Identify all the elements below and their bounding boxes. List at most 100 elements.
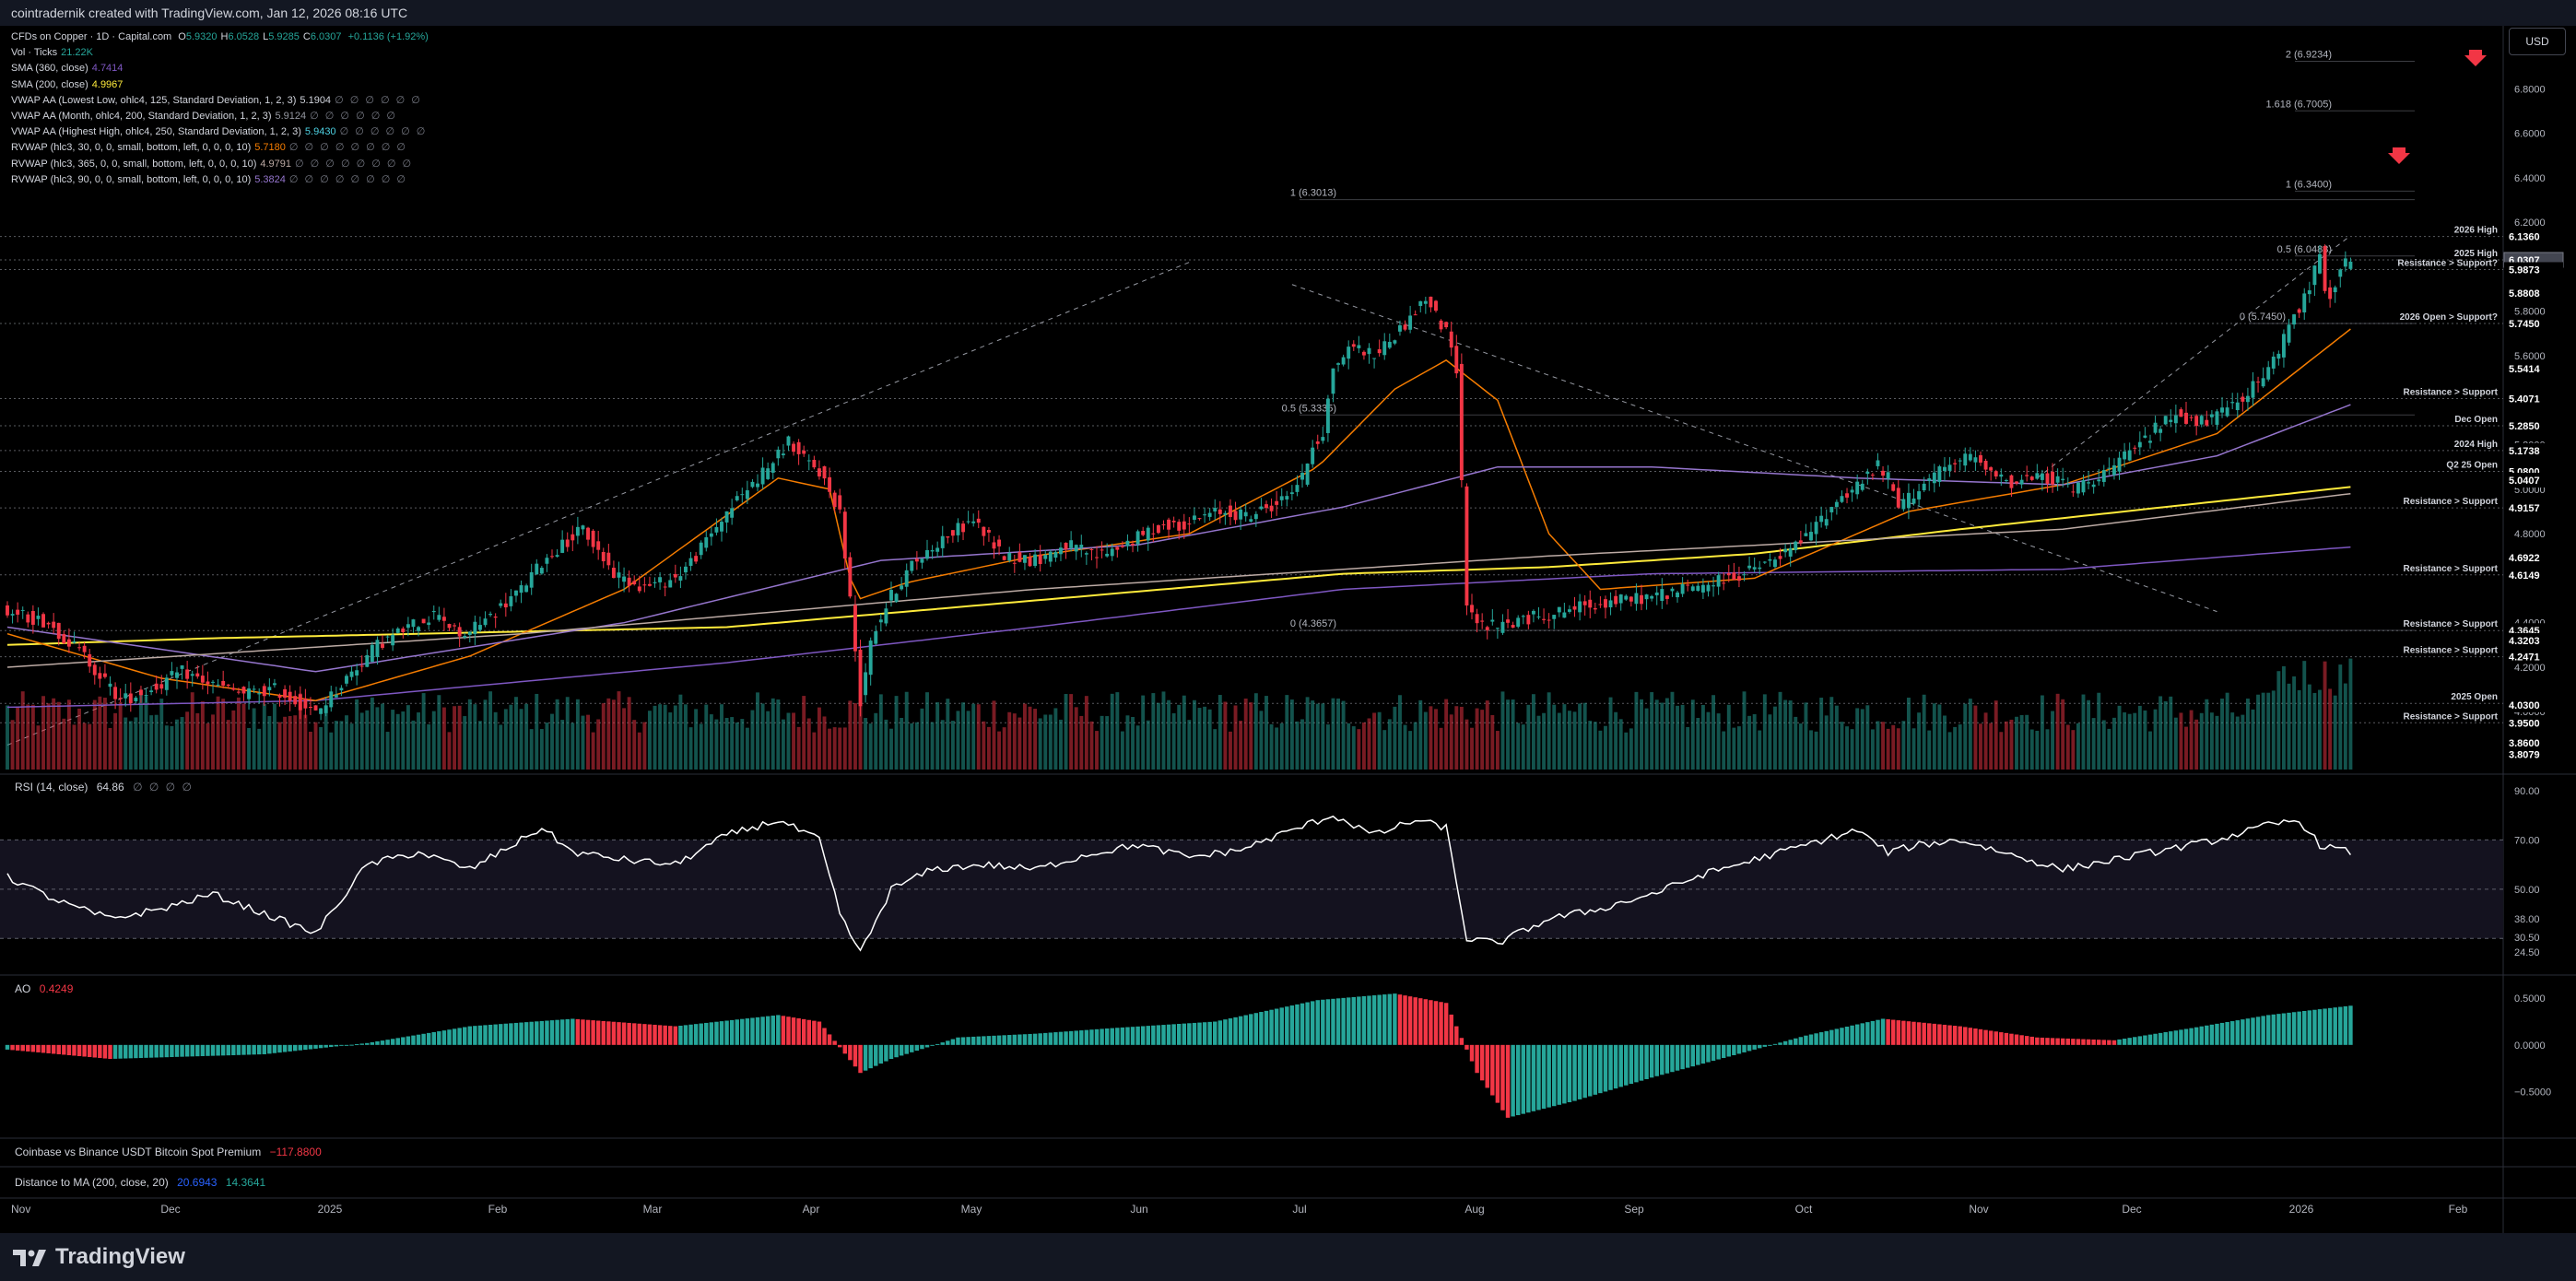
candle-body — [124, 693, 128, 699]
ao-bar — [2055, 1038, 2060, 1045]
candle-body — [1700, 584, 1705, 593]
volume-bar — [1906, 698, 1911, 770]
candle-body — [1840, 496, 1844, 502]
ao-bar — [2024, 1036, 2029, 1045]
tradingview-logo[interactable]: TradingView — [11, 1244, 185, 1270]
indicator-row[interactable]: VWAP AA (Lowest Low, ohlc4, 125, Standar… — [11, 93, 429, 109]
ao-bar — [1387, 993, 1393, 1045]
volume-bar — [1454, 706, 1459, 770]
candle-body — [1640, 594, 1643, 605]
indicator-row[interactable]: RVWAP (hlc3, 90, 0, 0, small, bottom, le… — [11, 172, 429, 188]
ao-bar — [2229, 1021, 2235, 1045]
candle-body — [935, 547, 940, 552]
candle-body — [1357, 345, 1361, 348]
ao-bar — [1053, 1032, 1058, 1045]
candle-body — [642, 584, 647, 586]
indicator-value: 5.9430 — [304, 126, 336, 138]
candle-body — [1305, 463, 1310, 485]
volume-bar — [1239, 721, 1243, 770]
price-label-bg — [2504, 550, 2563, 566]
candle-body — [617, 572, 621, 578]
ao-bar — [1932, 1023, 1937, 1045]
volume-bar — [2163, 700, 2168, 770]
ao-bar — [1500, 1044, 1505, 1111]
symbol-row[interactable]: CFDs on Copper · 1D · Capital.com O5.932… — [11, 29, 429, 45]
price-label-bg — [2504, 500, 2563, 516]
price-label-bg — [2504, 262, 2563, 277]
ao-bar — [1454, 1026, 1459, 1045]
volume-bar — [1716, 713, 1721, 770]
volume-bar — [272, 703, 276, 770]
volume-bar — [164, 725, 169, 770]
fib-label: 0.5 (5.3335) — [1282, 403, 1336, 414]
ao-bar — [1351, 996, 1357, 1045]
ao-bar — [1804, 1035, 1808, 1045]
volume-bar — [1947, 732, 1952, 770]
ao-bar — [801, 1018, 806, 1045]
candle-body — [1547, 619, 1551, 621]
volume-bar — [1614, 711, 1618, 770]
volume-bar — [575, 699, 580, 770]
volume-bar — [221, 699, 226, 770]
candle-body — [488, 614, 493, 616]
candle-body — [293, 696, 298, 705]
volume-bar — [1794, 716, 1798, 770]
volume-bar — [1604, 725, 1607, 770]
volume-bar — [1989, 723, 1994, 770]
indicator-row[interactable]: SMA (200, close) 4.9967 — [11, 77, 429, 93]
volume-bar — [1963, 703, 1968, 770]
ao-bar — [663, 1025, 667, 1045]
volume-bar — [2076, 723, 2080, 770]
volume-bar — [113, 712, 118, 770]
candle-body — [2338, 269, 2343, 277]
ao-bar — [904, 1044, 909, 1054]
ao-bar — [76, 1044, 82, 1056]
ao-bar — [970, 1036, 976, 1045]
ao-bar — [1176, 1023, 1182, 1045]
ao-tick: 0.0000 — [2514, 1040, 2546, 1052]
distance-legend[interactable]: Distance to MA (200, close, 20) 20.6943 … — [15, 1176, 265, 1189]
tradingview-logo-icon — [13, 1250, 46, 1266]
rsi-legend[interactable]: RSI (14, close) 64.86 ∅ ∅ ∅ ∅ — [15, 781, 194, 793]
premium-legend[interactable]: Coinbase vs Binance USDT Bitcoin Spot Pr… — [15, 1146, 322, 1158]
ao-bar — [56, 1044, 61, 1054]
ao-bar — [1006, 1035, 1012, 1045]
candle-body — [2297, 309, 2301, 313]
ao-bar — [2287, 1012, 2291, 1045]
ao-bar — [1279, 1007, 1284, 1045]
ao-bar — [30, 1044, 36, 1052]
indicator-row[interactable]: RVWAP (hlc3, 30, 0, 0, small, bottom, le… — [11, 140, 429, 156]
candle-body — [1762, 561, 1767, 563]
volume-bar — [200, 701, 205, 770]
price-tick: 4.8000 — [2514, 529, 2546, 540]
volume-bar — [1654, 699, 1659, 770]
candle-body — [1865, 471, 1870, 475]
volume-bar — [986, 726, 991, 770]
ao-legend[interactable]: AO 0.4249 — [15, 982, 73, 995]
indicator-row[interactable]: Vol · Ticks 21.22K — [11, 45, 429, 61]
ao-bar — [2045, 1038, 2050, 1045]
indicator-row[interactable]: VWAP AA (Month, ohlc4, 200, Standard Dev… — [11, 109, 429, 124]
volume-bar — [1618, 719, 1623, 770]
candle-body — [1614, 595, 1618, 605]
ao-bar — [36, 1044, 41, 1052]
fib-label: 1 (6.3400) — [2286, 179, 2332, 190]
volume-bar — [1680, 704, 1685, 770]
indicator-row[interactable]: RVWAP (hlc3, 365, 0, 0, small, bottom, l… — [11, 157, 429, 172]
ao-bar — [1475, 1044, 1479, 1074]
volume-bar — [411, 720, 416, 770]
ao-bar — [92, 1044, 98, 1058]
volume-bar — [709, 714, 713, 770]
candle-body — [453, 625, 457, 627]
volume-bar — [1223, 701, 1228, 770]
ao-bar — [431, 1031, 436, 1045]
header-credit: cointradernik created with TradingView.c… — [0, 0, 2576, 26]
indicator-name: RVWAP (hlc3, 30, 0, 0, small, bottom, le… — [11, 142, 252, 154]
currency-selector[interactable]: USD — [2509, 28, 2566, 55]
indicator-row[interactable]: VWAP AA (Highest High, ohlc4, 250, Stand… — [11, 124, 429, 140]
volume-bar — [1752, 713, 1757, 770]
indicator-row[interactable]: SMA (360, close) 4.7414 — [11, 61, 429, 76]
volume-bar — [345, 715, 348, 770]
candle-body — [1289, 492, 1294, 495]
